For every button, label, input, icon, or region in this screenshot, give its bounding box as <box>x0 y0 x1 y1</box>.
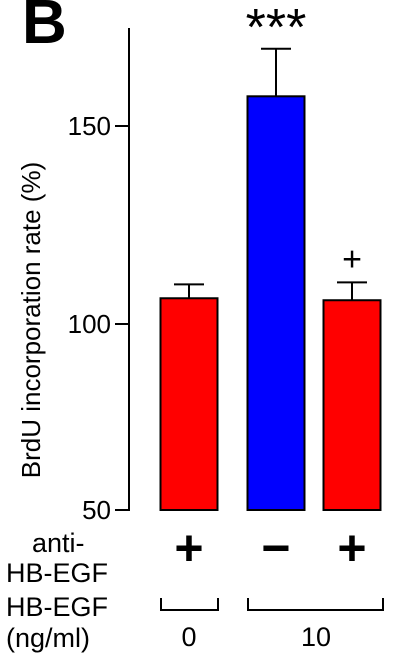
y-tick-label-100: 100 <box>68 309 111 339</box>
hb-egf-dose-label-line2: (ng/ml) <box>6 623 91 653</box>
bar-2 <box>246 95 306 512</box>
anti-sign-bar-1: + <box>174 520 204 576</box>
panel-label: B <box>22 0 67 57</box>
bar-1 <box>159 297 219 512</box>
y-axis-label: BrdU incorporation rate (%) <box>16 162 46 478</box>
chart-marks: 50 100 150 *** + <box>68 0 384 611</box>
anti-hb-egf-label-line1: anti- <box>32 528 85 558</box>
dose-group-10: 10 <box>300 622 332 652</box>
anti-sign-bar-3: + <box>337 520 367 576</box>
dose-bracket-10 <box>247 598 384 611</box>
y-tick-label-150: 150 <box>68 111 111 141</box>
bar-3 <box>322 299 382 511</box>
anti-sign-bar-2: − <box>261 520 291 576</box>
significance-label-3: + <box>342 240 362 278</box>
significance-label-2: *** <box>246 0 307 57</box>
y-tick-label-50: 50 <box>82 495 111 525</box>
anti-hb-egf-label-line2: HB-EGF <box>6 558 109 588</box>
dose-bracket-0 <box>160 598 219 611</box>
dose-group-0: 0 <box>181 622 197 652</box>
hb-egf-dose-label-line1: HB-EGF <box>6 592 109 622</box>
